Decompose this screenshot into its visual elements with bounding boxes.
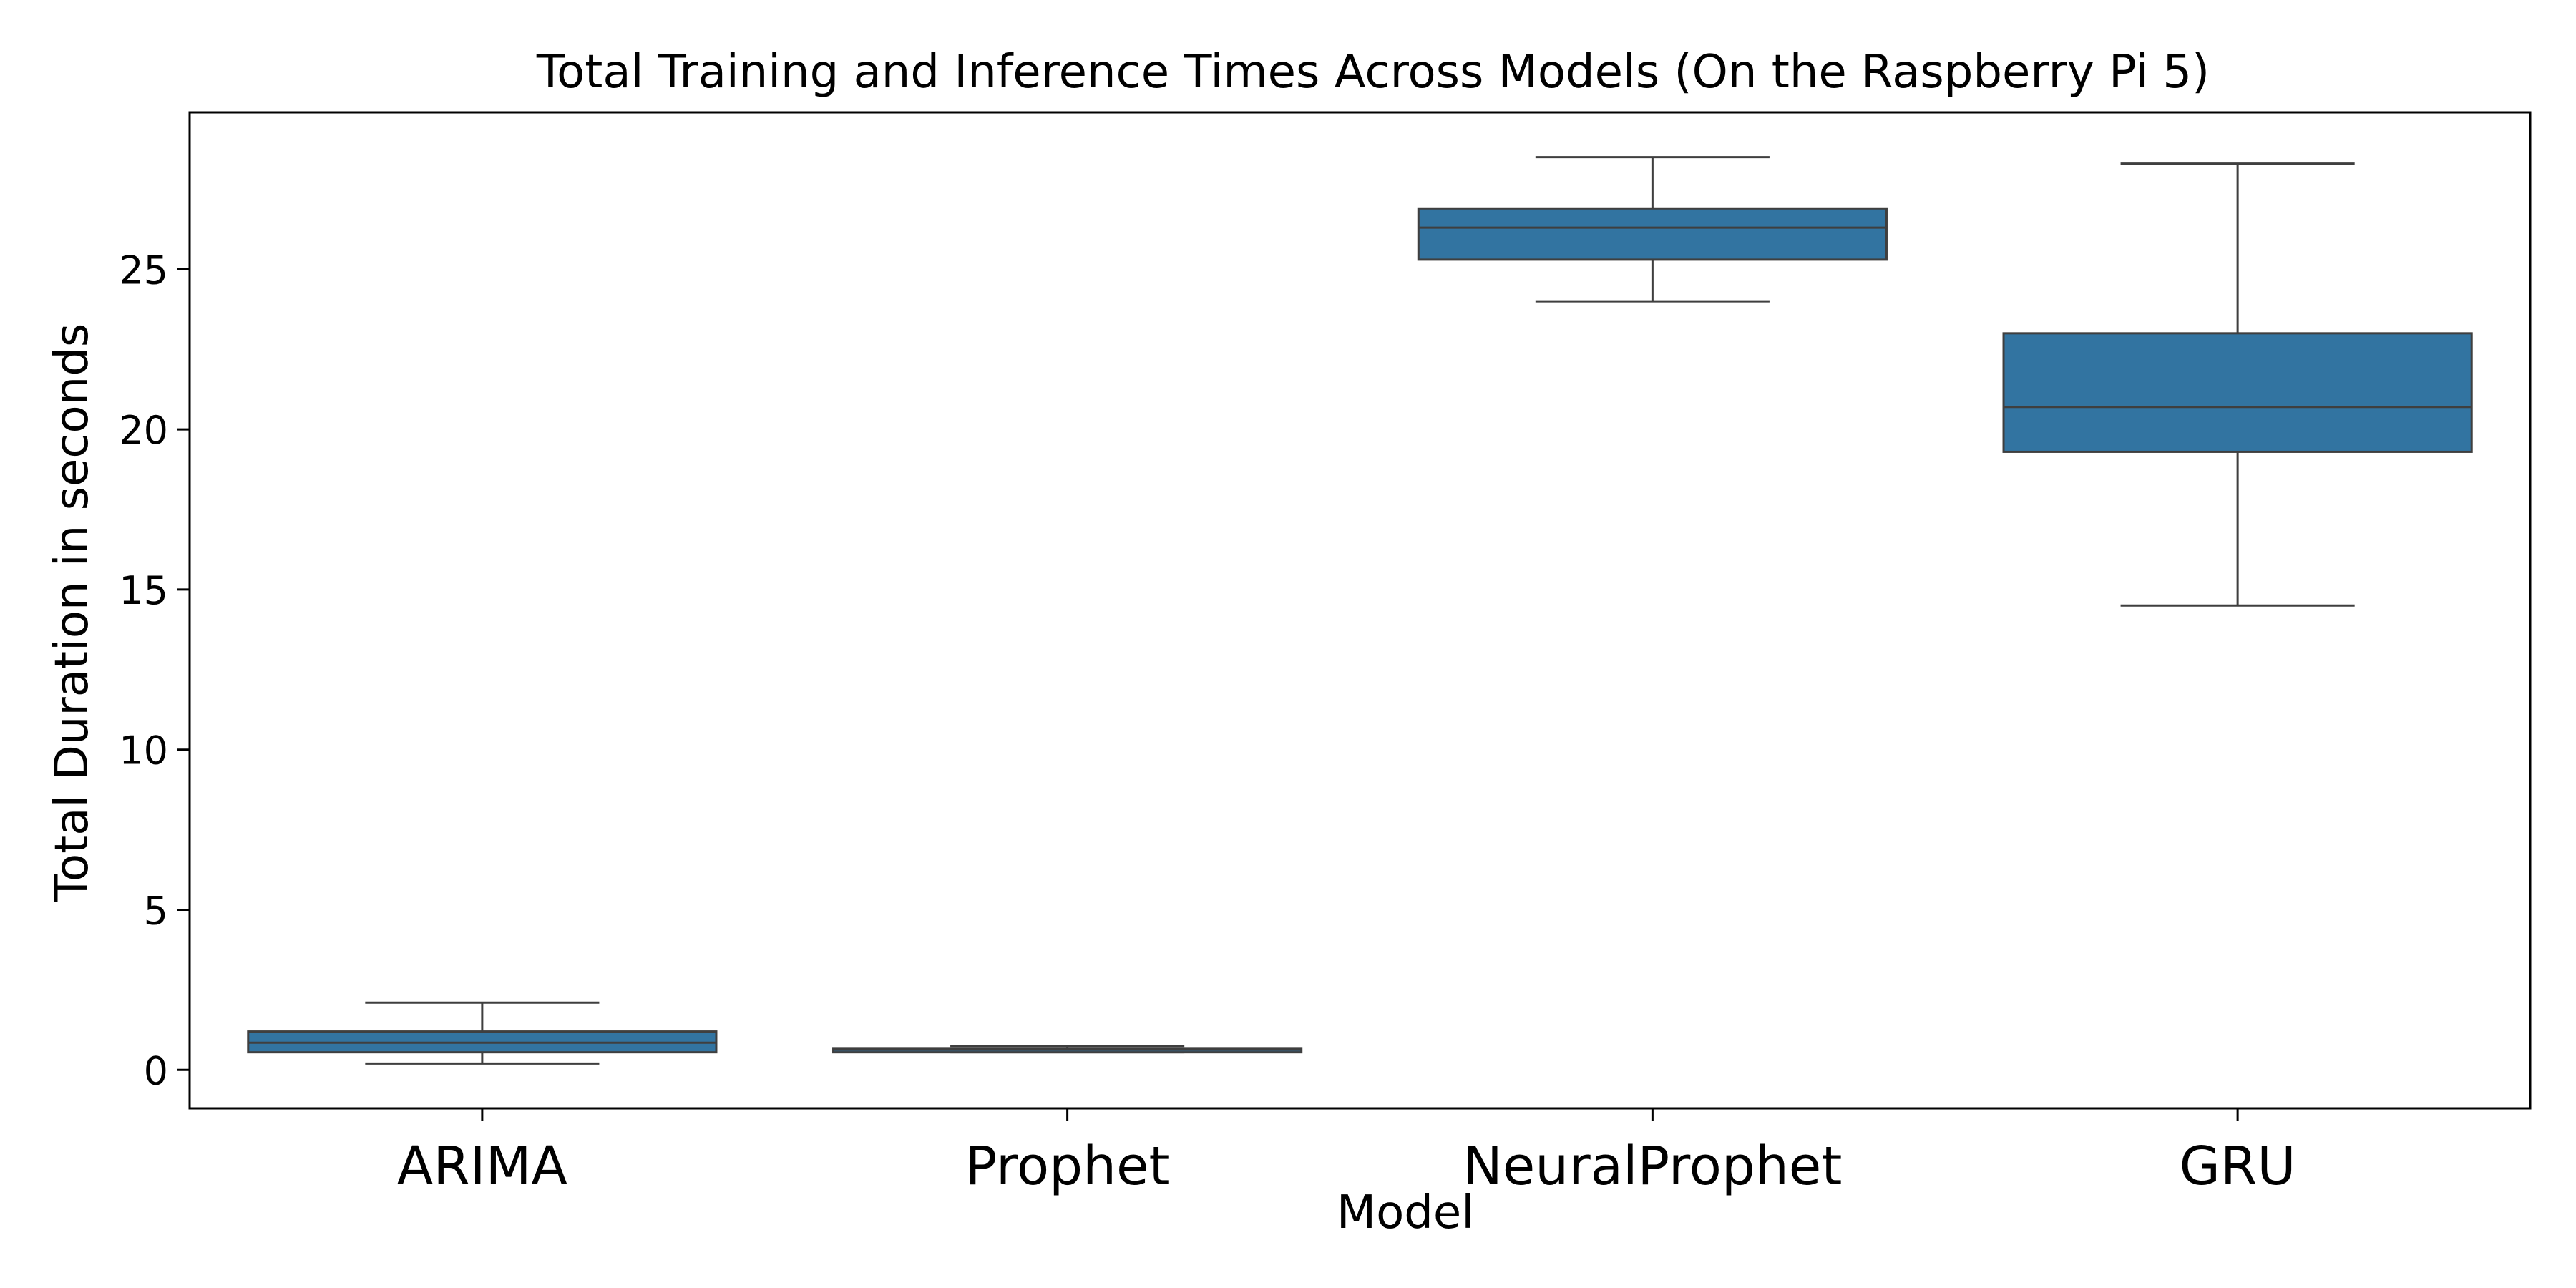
plot-frame: [188, 111, 2532, 1110]
y-tick-label-25: 25: [119, 248, 168, 293]
box-neuralprophet: [1417, 207, 1888, 261]
x-tick-label-gru: GRU: [2180, 1136, 2296, 1197]
y-tick-label-10: 10: [119, 728, 168, 774]
plot-area: 0 5 10 15 20 25 ARIMA Prophet NeuralProphet GRU: [119, 156, 2473, 1197]
chart-title: Total Training and Inference Times Acros…: [536, 46, 2210, 99]
x-tick-label-neuralprophet: NeuralProphet: [1463, 1136, 1842, 1197]
box-gru: [2002, 332, 2473, 453]
y-tick-label-20: 20: [119, 408, 168, 453]
x-axis-label: Model: [1337, 1186, 1474, 1239]
y-axis-label: Total Duration in seconds: [46, 323, 99, 902]
y-tick-label-15: 15: [119, 568, 168, 613]
x-tick-label-arima: ARIMA: [397, 1136, 568, 1197]
x-tick-label-prophet: Prophet: [965, 1136, 1170, 1197]
y-tick-label-0: 0: [144, 1048, 168, 1093]
y-tick-label-5: 5: [144, 888, 168, 933]
